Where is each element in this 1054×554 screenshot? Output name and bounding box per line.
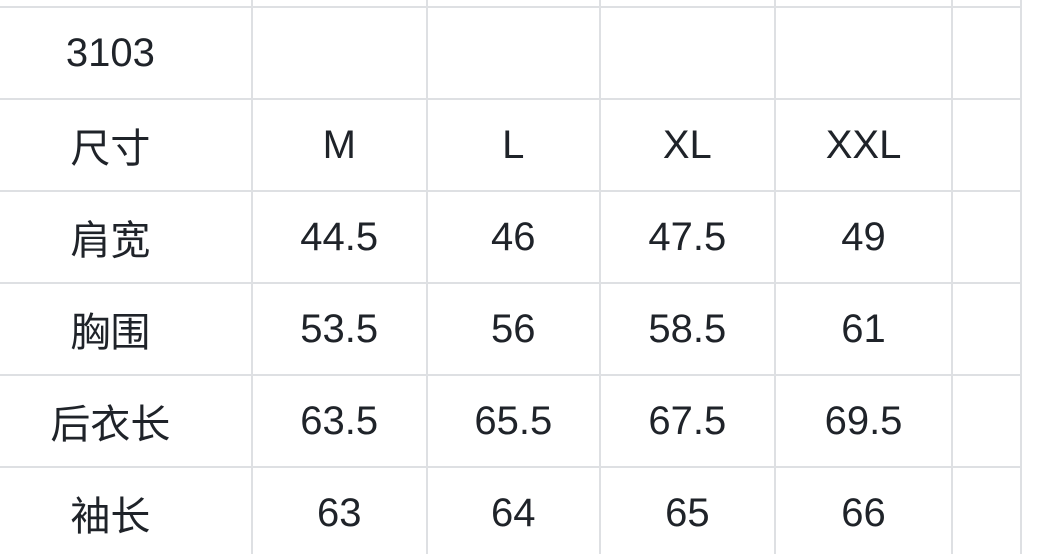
measurement-label-cell: 肩宽 xyxy=(0,190,253,284)
measurement-value-cell: 65 xyxy=(598,466,776,554)
measurement-value-cell: 65.5 xyxy=(425,374,601,468)
size-column-header-m: M xyxy=(250,98,428,192)
size-header-row: 尺寸 M L XL XXL xyxy=(0,98,1022,192)
empty-cell xyxy=(0,0,253,8)
measurement-value-cell: 58.5 xyxy=(598,282,776,376)
empty-cell xyxy=(598,6,776,100)
product-code-cell: 3103 xyxy=(0,6,253,100)
product-code-row: 3103 xyxy=(0,6,1022,100)
size-column-header-xl: XL xyxy=(598,98,776,192)
empty-cell xyxy=(425,0,601,8)
table-row-chest: 胸围 53.5 56 58.5 61 xyxy=(0,282,1022,376)
size-header-label-cell: 尺寸 xyxy=(0,98,253,192)
measurement-label-cell: 胸围 xyxy=(0,282,253,376)
table-row-shoulder-width: 肩宽 44.5 46 47.5 49 xyxy=(0,190,1022,284)
measurement-value-cell: 44.5 xyxy=(250,190,428,284)
partial-column-cell xyxy=(951,374,1022,468)
measurement-value-cell: 64 xyxy=(425,466,601,554)
partial-column-cell xyxy=(951,6,1022,100)
measurement-value-cell: 56 xyxy=(425,282,601,376)
measurement-value-cell: 63 xyxy=(250,466,428,554)
partial-column-cell xyxy=(951,466,1022,554)
empty-cell xyxy=(250,6,428,100)
measurement-value-cell: 67.5 xyxy=(598,374,776,468)
measurement-label-cell: 袖长 xyxy=(0,466,253,554)
table-row-sleeve-length: 袖长 63 64 65 66 xyxy=(0,466,1022,554)
measurement-value-cell: 63.5 xyxy=(250,374,428,468)
partial-column-cell xyxy=(951,190,1022,284)
measurement-value-cell: 46 xyxy=(425,190,601,284)
empty-cell xyxy=(425,6,601,100)
size-column-header-xxl: XXL xyxy=(773,98,954,192)
measurement-value-cell: 61 xyxy=(773,282,954,376)
size-column-header-l: L xyxy=(425,98,601,192)
measurement-value-cell: 47.5 xyxy=(598,190,776,284)
empty-cell xyxy=(598,0,776,8)
empty-cell xyxy=(773,6,954,100)
partial-column-cell xyxy=(951,98,1022,192)
measurement-value-cell: 69.5 xyxy=(773,374,954,468)
measurement-value-cell: 66 xyxy=(773,466,954,554)
partial-column-cell xyxy=(951,282,1022,376)
table-row-back-length: 后衣长 63.5 65.5 67.5 69.5 xyxy=(0,374,1022,468)
measurement-value-cell: 53.5 xyxy=(250,282,428,376)
partial-row-top xyxy=(0,0,1022,8)
measurement-value-cell: 49 xyxy=(773,190,954,284)
measurement-label-cell: 后衣长 xyxy=(0,374,253,468)
size-chart-table: 3103 尺寸 M L XL XXL 肩宽 44.5 46 47.5 49 xyxy=(0,0,1022,554)
empty-cell xyxy=(250,0,428,8)
empty-cell xyxy=(773,0,954,8)
partial-column-cell xyxy=(951,0,1022,8)
